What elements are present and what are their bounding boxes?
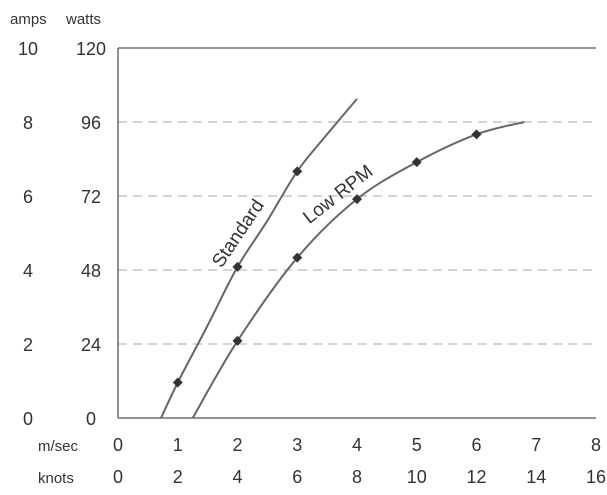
series-label-low-rpm: Low RPM	[299, 161, 377, 228]
y-tick-label-amps: 6	[23, 187, 33, 207]
data-point-low-rpm	[411, 157, 422, 168]
x-tick-label: 2	[173, 467, 183, 487]
y-tick-label-amps: 2	[23, 335, 33, 355]
x-tick-label: 5	[412, 435, 422, 455]
y-tick-label-watts: 120	[76, 39, 106, 59]
y-tick-label-amps: 8	[23, 113, 33, 133]
x-unit-label: m/sec	[38, 438, 79, 455]
data-point-standard	[292, 166, 303, 177]
x-tick-label: 6	[471, 435, 481, 455]
x-tick-label: 1	[173, 435, 183, 455]
data-point-low-rpm	[352, 194, 362, 205]
data-point-standard	[232, 261, 243, 272]
series	[160, 98, 525, 419]
x-tick-label: 12	[466, 467, 486, 487]
data-point-standard	[172, 377, 183, 388]
y-tick-label-watts: 0	[86, 409, 96, 429]
y-tick-label-amps: 10	[18, 39, 38, 59]
x-tick-label: 6	[292, 467, 302, 487]
x-tick-label: 8	[352, 467, 362, 487]
amps-unit-label: amps	[10, 11, 47, 28]
y-tick-label-watts: 48	[81, 261, 101, 281]
x-tick-label: 10	[407, 467, 427, 487]
x-tick-label: 8	[591, 435, 601, 455]
data-point-low-rpm	[292, 252, 303, 263]
data-point-low-rpm	[232, 335, 243, 346]
x-tick-label: 14	[526, 467, 546, 487]
x-tick-label: 0	[113, 467, 123, 487]
y-tick-label-watts: 24	[81, 335, 101, 355]
y-tick-label-amps: 0	[23, 409, 33, 429]
y-tick-label-watts: 96	[81, 113, 101, 133]
x-unit-label: knots	[38, 470, 74, 487]
watts-unit-label: watts	[65, 11, 101, 28]
x-tick-label: 3	[292, 435, 302, 455]
x-tick-label: 4	[352, 435, 362, 455]
data-point-low-rpm	[471, 129, 482, 140]
series-line-standard	[160, 98, 358, 419]
y-tick-label-amps: 4	[23, 261, 33, 281]
y-tick-label-watts: 72	[81, 187, 101, 207]
x-tick-label: 16	[586, 467, 606, 487]
x-tick-label: 2	[232, 435, 242, 455]
x-tick-label: 0	[113, 435, 123, 455]
x-tick-label: 7	[531, 435, 541, 455]
x-tick-label: 4	[232, 467, 242, 487]
